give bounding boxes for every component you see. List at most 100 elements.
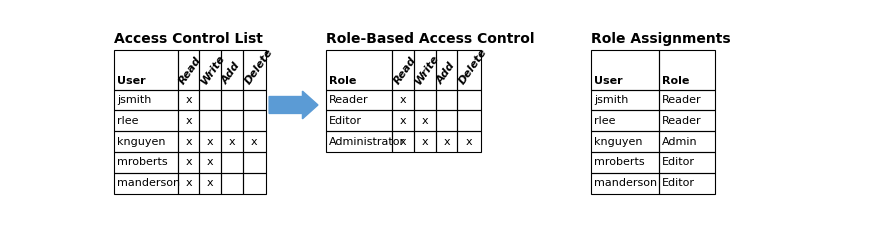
Text: Reader: Reader bbox=[329, 95, 369, 105]
Bar bbox=[414, 131, 436, 152]
Bar bbox=[591, 173, 659, 194]
Bar bbox=[177, 49, 199, 90]
Bar bbox=[221, 110, 243, 131]
Bar bbox=[199, 90, 221, 110]
Text: x: x bbox=[185, 116, 192, 126]
Bar bbox=[177, 90, 199, 110]
Text: User: User bbox=[594, 77, 623, 87]
Bar bbox=[392, 90, 414, 110]
Text: Read: Read bbox=[392, 55, 418, 87]
Bar bbox=[325, 90, 392, 110]
Bar bbox=[414, 90, 436, 110]
Text: Role Assignments: Role Assignments bbox=[591, 32, 730, 46]
Text: Editor: Editor bbox=[662, 178, 695, 188]
Text: Delete: Delete bbox=[458, 47, 490, 87]
Text: x: x bbox=[400, 137, 407, 147]
Bar bbox=[243, 49, 266, 90]
Bar bbox=[177, 131, 199, 152]
Text: manderson: manderson bbox=[594, 178, 657, 188]
Bar bbox=[114, 90, 177, 110]
Text: Write: Write bbox=[198, 53, 227, 87]
Bar bbox=[591, 49, 659, 90]
Bar bbox=[659, 131, 714, 152]
Bar bbox=[325, 110, 392, 131]
Text: Add: Add bbox=[220, 61, 243, 87]
Text: manderson: manderson bbox=[117, 178, 180, 188]
Text: Role: Role bbox=[662, 77, 690, 87]
Bar bbox=[114, 173, 177, 194]
Bar bbox=[199, 173, 221, 194]
Bar bbox=[458, 110, 481, 131]
Bar bbox=[392, 49, 414, 90]
Text: mroberts: mroberts bbox=[594, 157, 645, 167]
Text: rlee: rlee bbox=[594, 116, 616, 126]
Bar bbox=[414, 49, 436, 90]
Bar bbox=[199, 110, 221, 131]
Text: x: x bbox=[422, 137, 429, 147]
Text: Admin: Admin bbox=[662, 137, 698, 147]
Text: x: x bbox=[400, 95, 407, 105]
Bar bbox=[436, 90, 458, 110]
Bar bbox=[221, 49, 243, 90]
Text: x: x bbox=[185, 157, 192, 167]
Text: x: x bbox=[228, 137, 235, 147]
Text: jsmith: jsmith bbox=[594, 95, 628, 105]
Text: x: x bbox=[207, 157, 213, 167]
Bar bbox=[458, 90, 481, 110]
Bar bbox=[659, 90, 714, 110]
Bar bbox=[325, 49, 392, 90]
Text: x: x bbox=[185, 95, 192, 105]
Text: Delete: Delete bbox=[243, 47, 274, 87]
Text: Role-Based Access Control: Role-Based Access Control bbox=[325, 32, 534, 46]
Text: x: x bbox=[251, 137, 258, 147]
Text: Add: Add bbox=[435, 61, 457, 87]
Bar bbox=[392, 110, 414, 131]
Bar bbox=[591, 152, 659, 173]
Text: x: x bbox=[400, 116, 407, 126]
Bar bbox=[221, 152, 243, 173]
Text: Access Control List: Access Control List bbox=[114, 32, 263, 46]
Text: jsmith: jsmith bbox=[117, 95, 152, 105]
Bar bbox=[591, 110, 659, 131]
Bar bbox=[177, 173, 199, 194]
Bar bbox=[659, 152, 714, 173]
Bar bbox=[243, 90, 266, 110]
Bar bbox=[221, 90, 243, 110]
Text: Reader: Reader bbox=[662, 95, 702, 105]
Bar bbox=[221, 131, 243, 152]
Bar bbox=[114, 110, 177, 131]
Text: Editor: Editor bbox=[662, 157, 695, 167]
Bar bbox=[177, 152, 199, 173]
Text: x: x bbox=[207, 178, 213, 188]
Bar bbox=[414, 110, 436, 131]
Bar bbox=[458, 49, 481, 90]
Bar bbox=[243, 152, 266, 173]
Text: User: User bbox=[117, 77, 146, 87]
Text: Editor: Editor bbox=[329, 116, 362, 126]
Text: Administrator: Administrator bbox=[329, 137, 405, 147]
Bar bbox=[436, 131, 458, 152]
Bar bbox=[392, 131, 414, 152]
Text: Role: Role bbox=[329, 77, 356, 87]
Bar bbox=[199, 49, 221, 90]
Text: knguyen: knguyen bbox=[117, 137, 166, 147]
Bar bbox=[177, 110, 199, 131]
Text: x: x bbox=[444, 137, 450, 147]
Bar bbox=[591, 90, 659, 110]
Text: Read: Read bbox=[177, 55, 203, 87]
Text: x: x bbox=[185, 137, 192, 147]
Bar bbox=[243, 131, 266, 152]
Bar bbox=[591, 131, 659, 152]
Text: x: x bbox=[422, 116, 429, 126]
Bar bbox=[436, 110, 458, 131]
Text: mroberts: mroberts bbox=[117, 157, 168, 167]
FancyArrow shape bbox=[269, 91, 318, 119]
Bar bbox=[243, 110, 266, 131]
Bar bbox=[659, 173, 714, 194]
Text: Reader: Reader bbox=[662, 116, 702, 126]
Bar bbox=[199, 131, 221, 152]
Bar bbox=[199, 152, 221, 173]
Bar bbox=[243, 173, 266, 194]
Bar bbox=[436, 49, 458, 90]
Bar bbox=[325, 131, 392, 152]
